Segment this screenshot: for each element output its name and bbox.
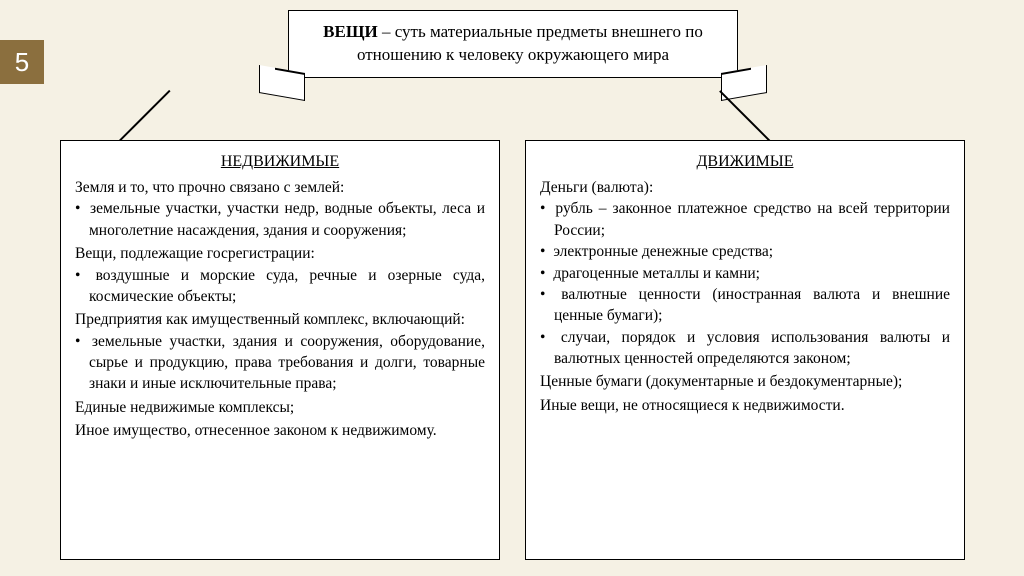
left-lead-1: Земля и то, что прочно связано с землей: <box>75 177 485 198</box>
left-bullet-1: земельные участки, участки недр, водные … <box>89 198 485 241</box>
right-dash-4: валютные ценности (иностранная валюта и … <box>554 284 950 327</box>
left-lead-2: Вещи, подлежащие госрегистрации: <box>75 243 485 264</box>
left-bullet-3: земельные участки, здания и сооружения, … <box>89 331 485 395</box>
left-lead-3: Предприятия как имущественный комплекс, … <box>75 309 485 330</box>
right-line-2: Ценные бумаги (документарные и бездокуме… <box>540 371 950 392</box>
slide-number: 5 <box>0 40 44 84</box>
right-panel-movable: ДВИЖИМЫЕ Деньги (валюта): рубль – законн… <box>525 140 965 560</box>
left-title: НЕДВИЖИМЫЕ <box>75 151 485 173</box>
title-banner: ВЕЩИ – суть материальные предметы внешне… <box>288 10 738 78</box>
left-panel-immovable: НЕДВИЖИМЫЕ Земля и то, что прочно связан… <box>60 140 500 560</box>
ribbon-right-decoration <box>721 65 767 101</box>
left-line-4: Единые недвижимые комплексы; <box>75 397 485 418</box>
right-dash-2: электронные денежные средства; <box>554 241 950 262</box>
left-line-5: Иное имущество, отнесенное законом к нед… <box>75 420 485 441</box>
right-lead-1: Деньги (валюта): <box>540 177 950 198</box>
right-title: ДВИЖИМЫЕ <box>540 151 950 173</box>
banner-bold: ВЕЩИ <box>323 22 378 41</box>
ribbon-left-decoration <box>259 65 305 101</box>
banner-text: – суть материальные предметы внешнего по… <box>357 22 703 64</box>
right-dash-5: случаи, порядок и условия использования … <box>554 327 950 370</box>
right-line-3: Иные вещи, не относящиеся к недвижимости… <box>540 395 950 416</box>
right-dash-3: драгоценные металлы и камни; <box>554 263 950 284</box>
right-dash-1: рубль – законное платежное средство на в… <box>554 198 950 241</box>
left-bullet-2: воздушные и морские суда, речные и озерн… <box>89 265 485 308</box>
